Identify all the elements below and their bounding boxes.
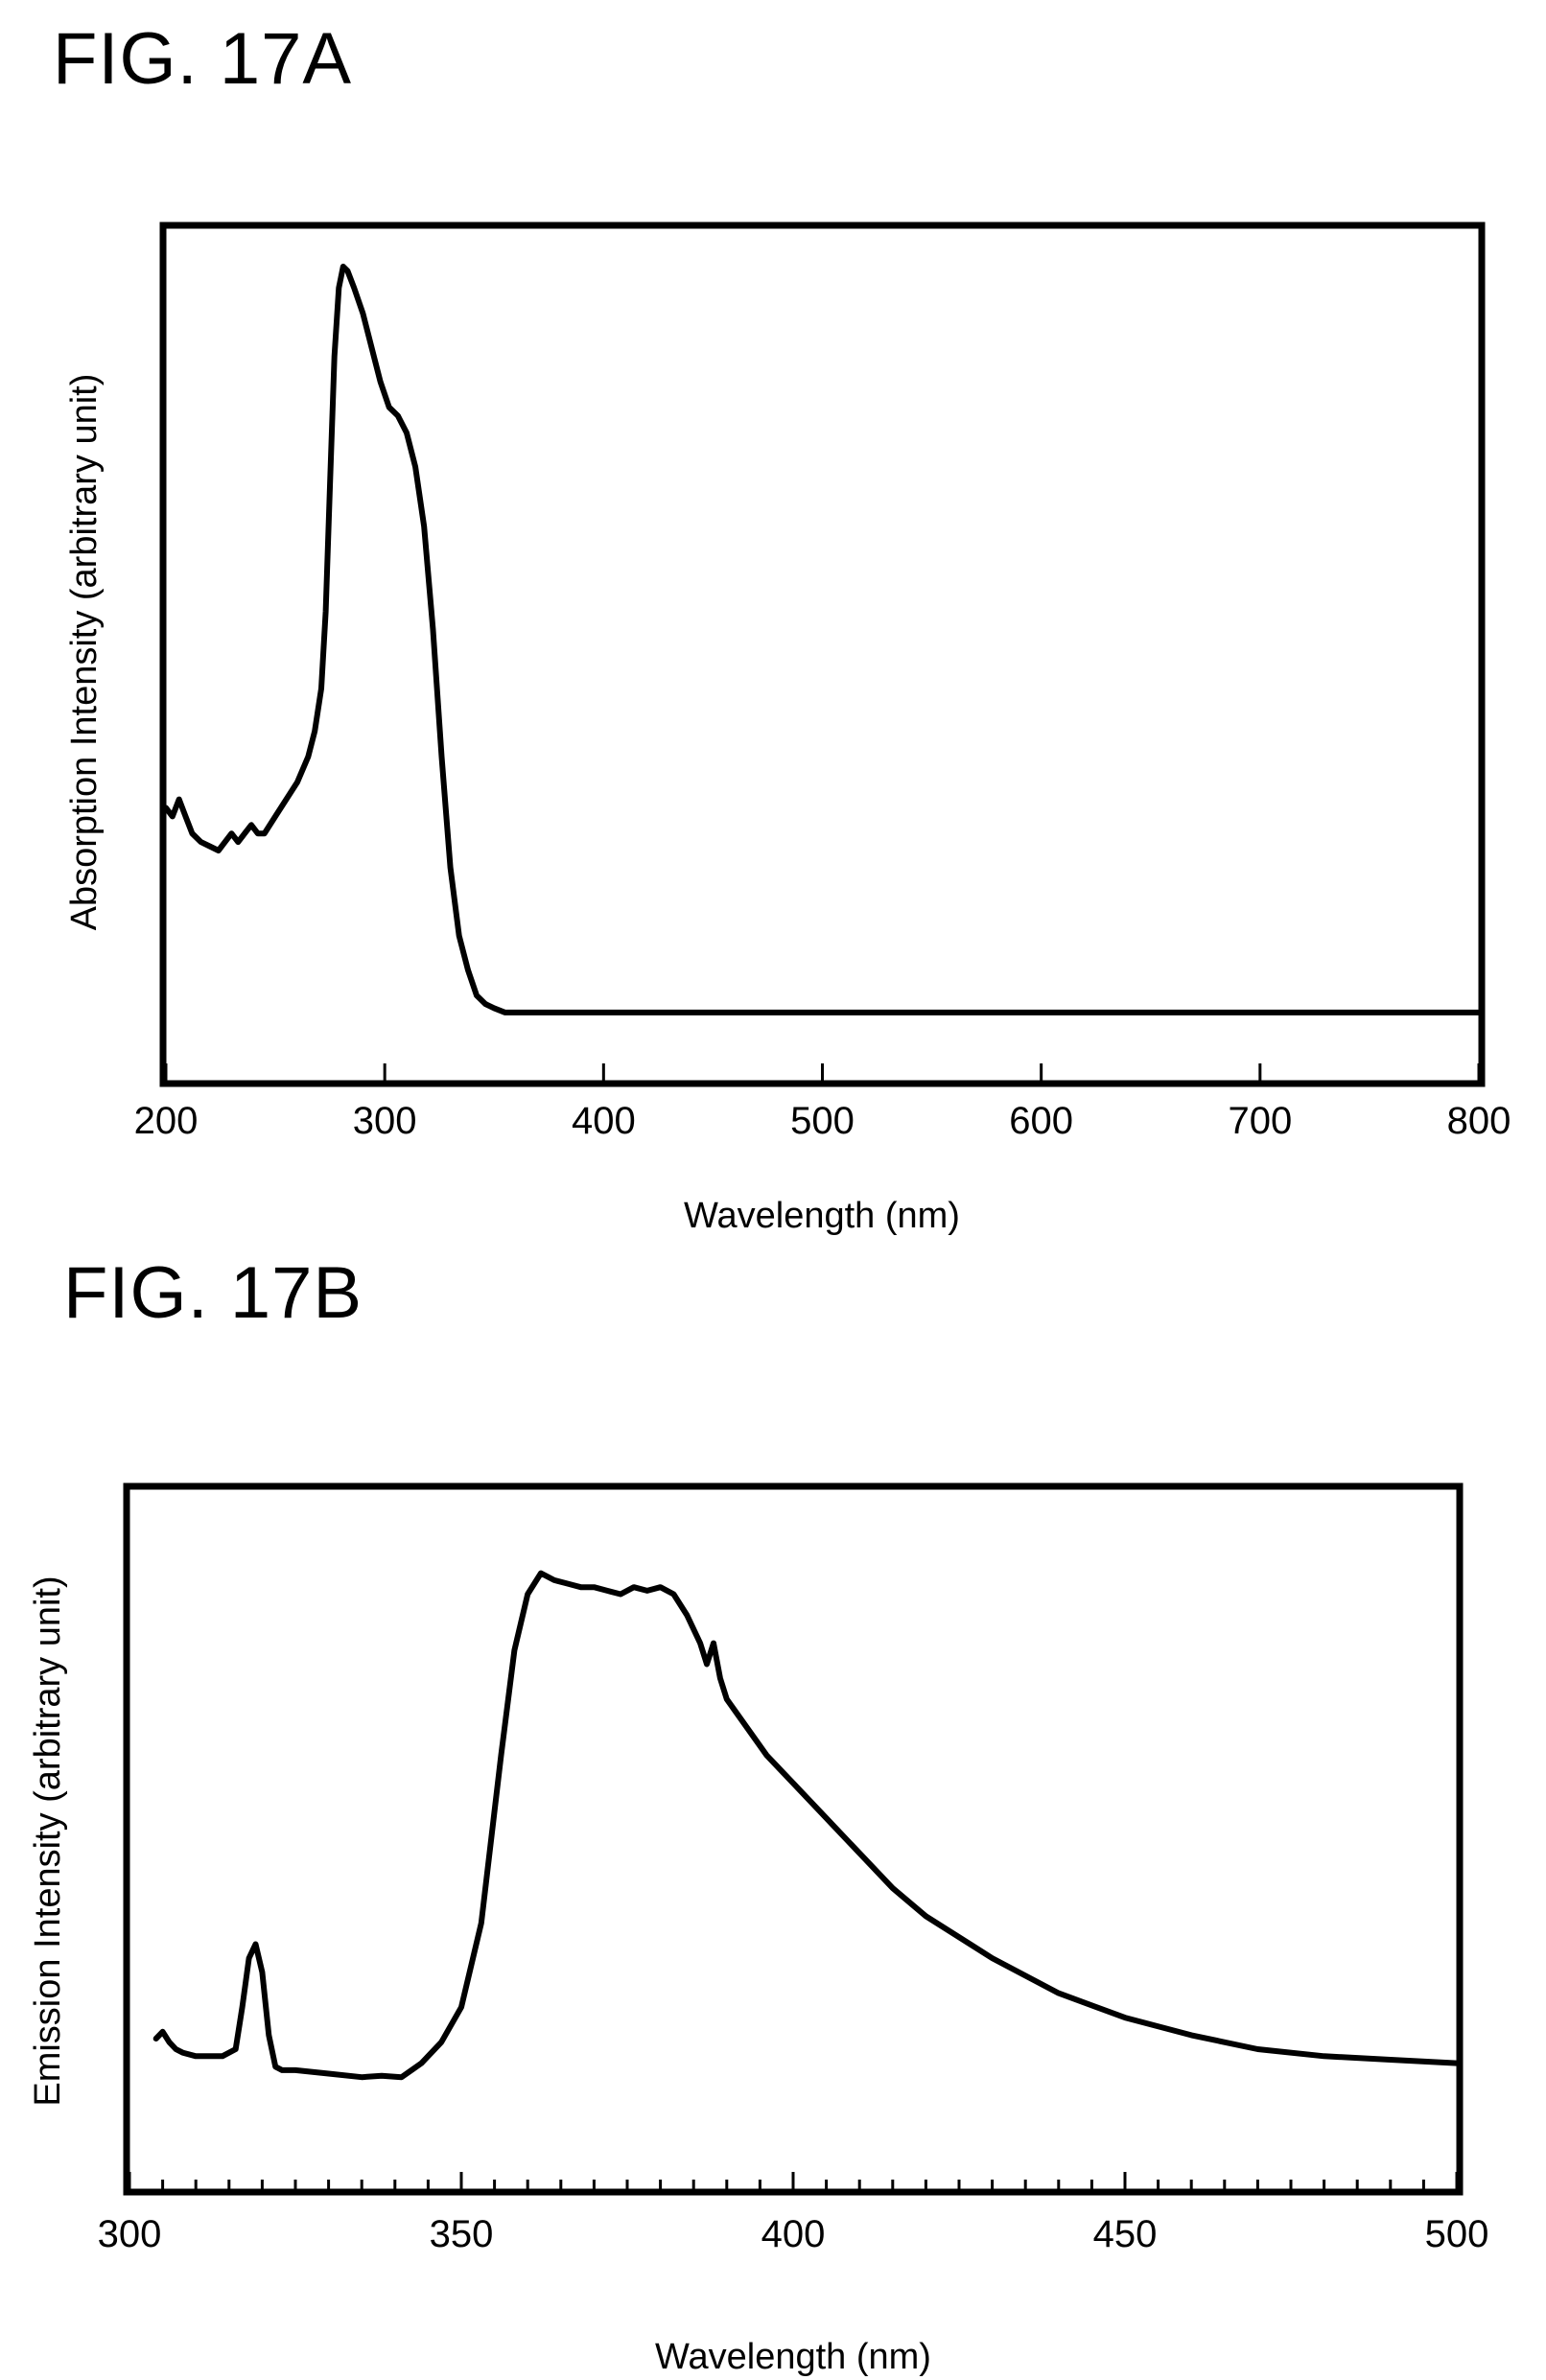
x-tick-label: 600 <box>1009 1100 1073 1142</box>
y-axis-title: Absorption Intensity (arbitrary unit) <box>64 374 105 931</box>
absorption-series-line <box>163 264 1482 1015</box>
figure-17a-label: FIG. 17A <box>53 18 353 100</box>
x-tick-label: 350 <box>430 2213 494 2255</box>
absorption-chart: 200 300 400 500 600 700 800 Wavelength (nm) Ab… <box>64 222 1511 1236</box>
x-axis: 200 300 400 500 600 700 800 <box>134 1063 1511 1142</box>
x-tick-label: 450 <box>1093 2213 1158 2255</box>
x-axis-title: Wavelength (nm) <box>684 1196 960 1236</box>
figure-17b-label: FIG. 17B <box>63 1252 363 1334</box>
x-tick-label: 700 <box>1228 1100 1292 1142</box>
x-tick-label: 300 <box>98 2213 162 2255</box>
x-tick-label: 400 <box>761 2213 826 2255</box>
x-axis: 300 350 400 450 500 <box>98 2172 1489 2255</box>
x-tick-label: 200 <box>134 1100 199 1142</box>
plot-frame <box>159 222 1486 1087</box>
x-tick-label: 300 <box>353 1100 417 1142</box>
emission-series-line <box>152 1570 1460 2081</box>
plot-frame <box>123 1482 1464 2196</box>
x-tick-label: 500 <box>790 1100 855 1142</box>
emission-chart: 300 350 400 450 500 Wavelength (nm) Emission… <box>28 1482 1489 2377</box>
y-axis-title: Emission Intensity (arbitrary unit) <box>28 1575 68 2106</box>
x-axis-title: Wavelength (nm) <box>655 2337 931 2377</box>
x-tick-label: 500 <box>1425 2213 1489 2255</box>
x-tick-label: 400 <box>572 1100 636 1142</box>
x-tick-label: 800 <box>1447 1100 1511 1142</box>
